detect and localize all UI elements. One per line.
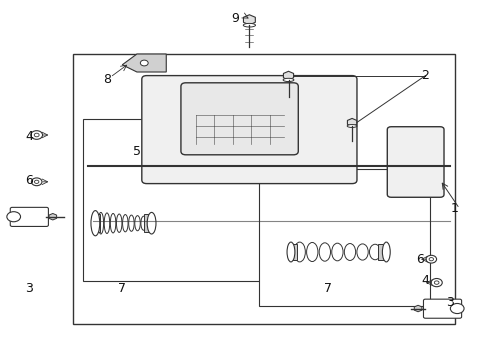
- Text: 4: 4: [25, 130, 33, 143]
- Circle shape: [31, 178, 42, 186]
- Circle shape: [34, 180, 39, 184]
- Circle shape: [34, 133, 39, 137]
- Ellipse shape: [122, 215, 128, 232]
- Ellipse shape: [283, 78, 293, 82]
- FancyBboxPatch shape: [386, 127, 443, 197]
- Ellipse shape: [286, 242, 294, 262]
- Ellipse shape: [98, 212, 103, 234]
- Text: 9: 9: [230, 12, 238, 24]
- Text: 4: 4: [421, 274, 428, 287]
- Circle shape: [425, 255, 436, 263]
- Circle shape: [449, 303, 463, 314]
- Text: 5: 5: [133, 145, 141, 158]
- Ellipse shape: [116, 214, 122, 233]
- Ellipse shape: [91, 211, 100, 236]
- Text: 2: 2: [421, 69, 428, 82]
- Text: 1: 1: [450, 202, 458, 215]
- Ellipse shape: [382, 242, 389, 262]
- Ellipse shape: [110, 213, 116, 233]
- Text: 3: 3: [445, 296, 453, 309]
- FancyBboxPatch shape: [10, 207, 48, 226]
- Ellipse shape: [306, 243, 317, 261]
- Ellipse shape: [293, 242, 305, 262]
- FancyBboxPatch shape: [181, 83, 298, 155]
- Ellipse shape: [346, 125, 356, 127]
- Circle shape: [430, 279, 441, 287]
- Bar: [290, 244, 296, 260]
- Text: 6: 6: [416, 253, 424, 266]
- Text: 7: 7: [118, 282, 126, 294]
- Ellipse shape: [243, 23, 255, 27]
- Text: 3: 3: [25, 282, 33, 294]
- Polygon shape: [122, 54, 166, 72]
- Ellipse shape: [369, 244, 380, 260]
- Ellipse shape: [104, 213, 109, 234]
- Circle shape: [140, 60, 148, 66]
- Ellipse shape: [135, 216, 140, 231]
- Circle shape: [433, 281, 438, 284]
- Ellipse shape: [331, 243, 343, 261]
- FancyBboxPatch shape: [423, 299, 461, 318]
- Bar: [93, 214, 100, 232]
- Circle shape: [428, 258, 432, 261]
- Ellipse shape: [128, 215, 134, 231]
- Ellipse shape: [319, 243, 330, 261]
- FancyBboxPatch shape: [142, 76, 356, 184]
- Text: 6: 6: [25, 174, 33, 186]
- Bar: [83, 119, 268, 281]
- Bar: [73, 54, 454, 324]
- Ellipse shape: [141, 216, 146, 230]
- Bar: [144, 214, 151, 232]
- Circle shape: [31, 131, 42, 139]
- Bar: [259, 169, 429, 306]
- Text: 8: 8: [103, 73, 111, 86]
- Ellipse shape: [344, 244, 355, 261]
- Circle shape: [7, 212, 20, 222]
- Text: 7: 7: [323, 282, 331, 294]
- Ellipse shape: [147, 212, 156, 234]
- Ellipse shape: [356, 244, 367, 260]
- Bar: [377, 244, 383, 260]
